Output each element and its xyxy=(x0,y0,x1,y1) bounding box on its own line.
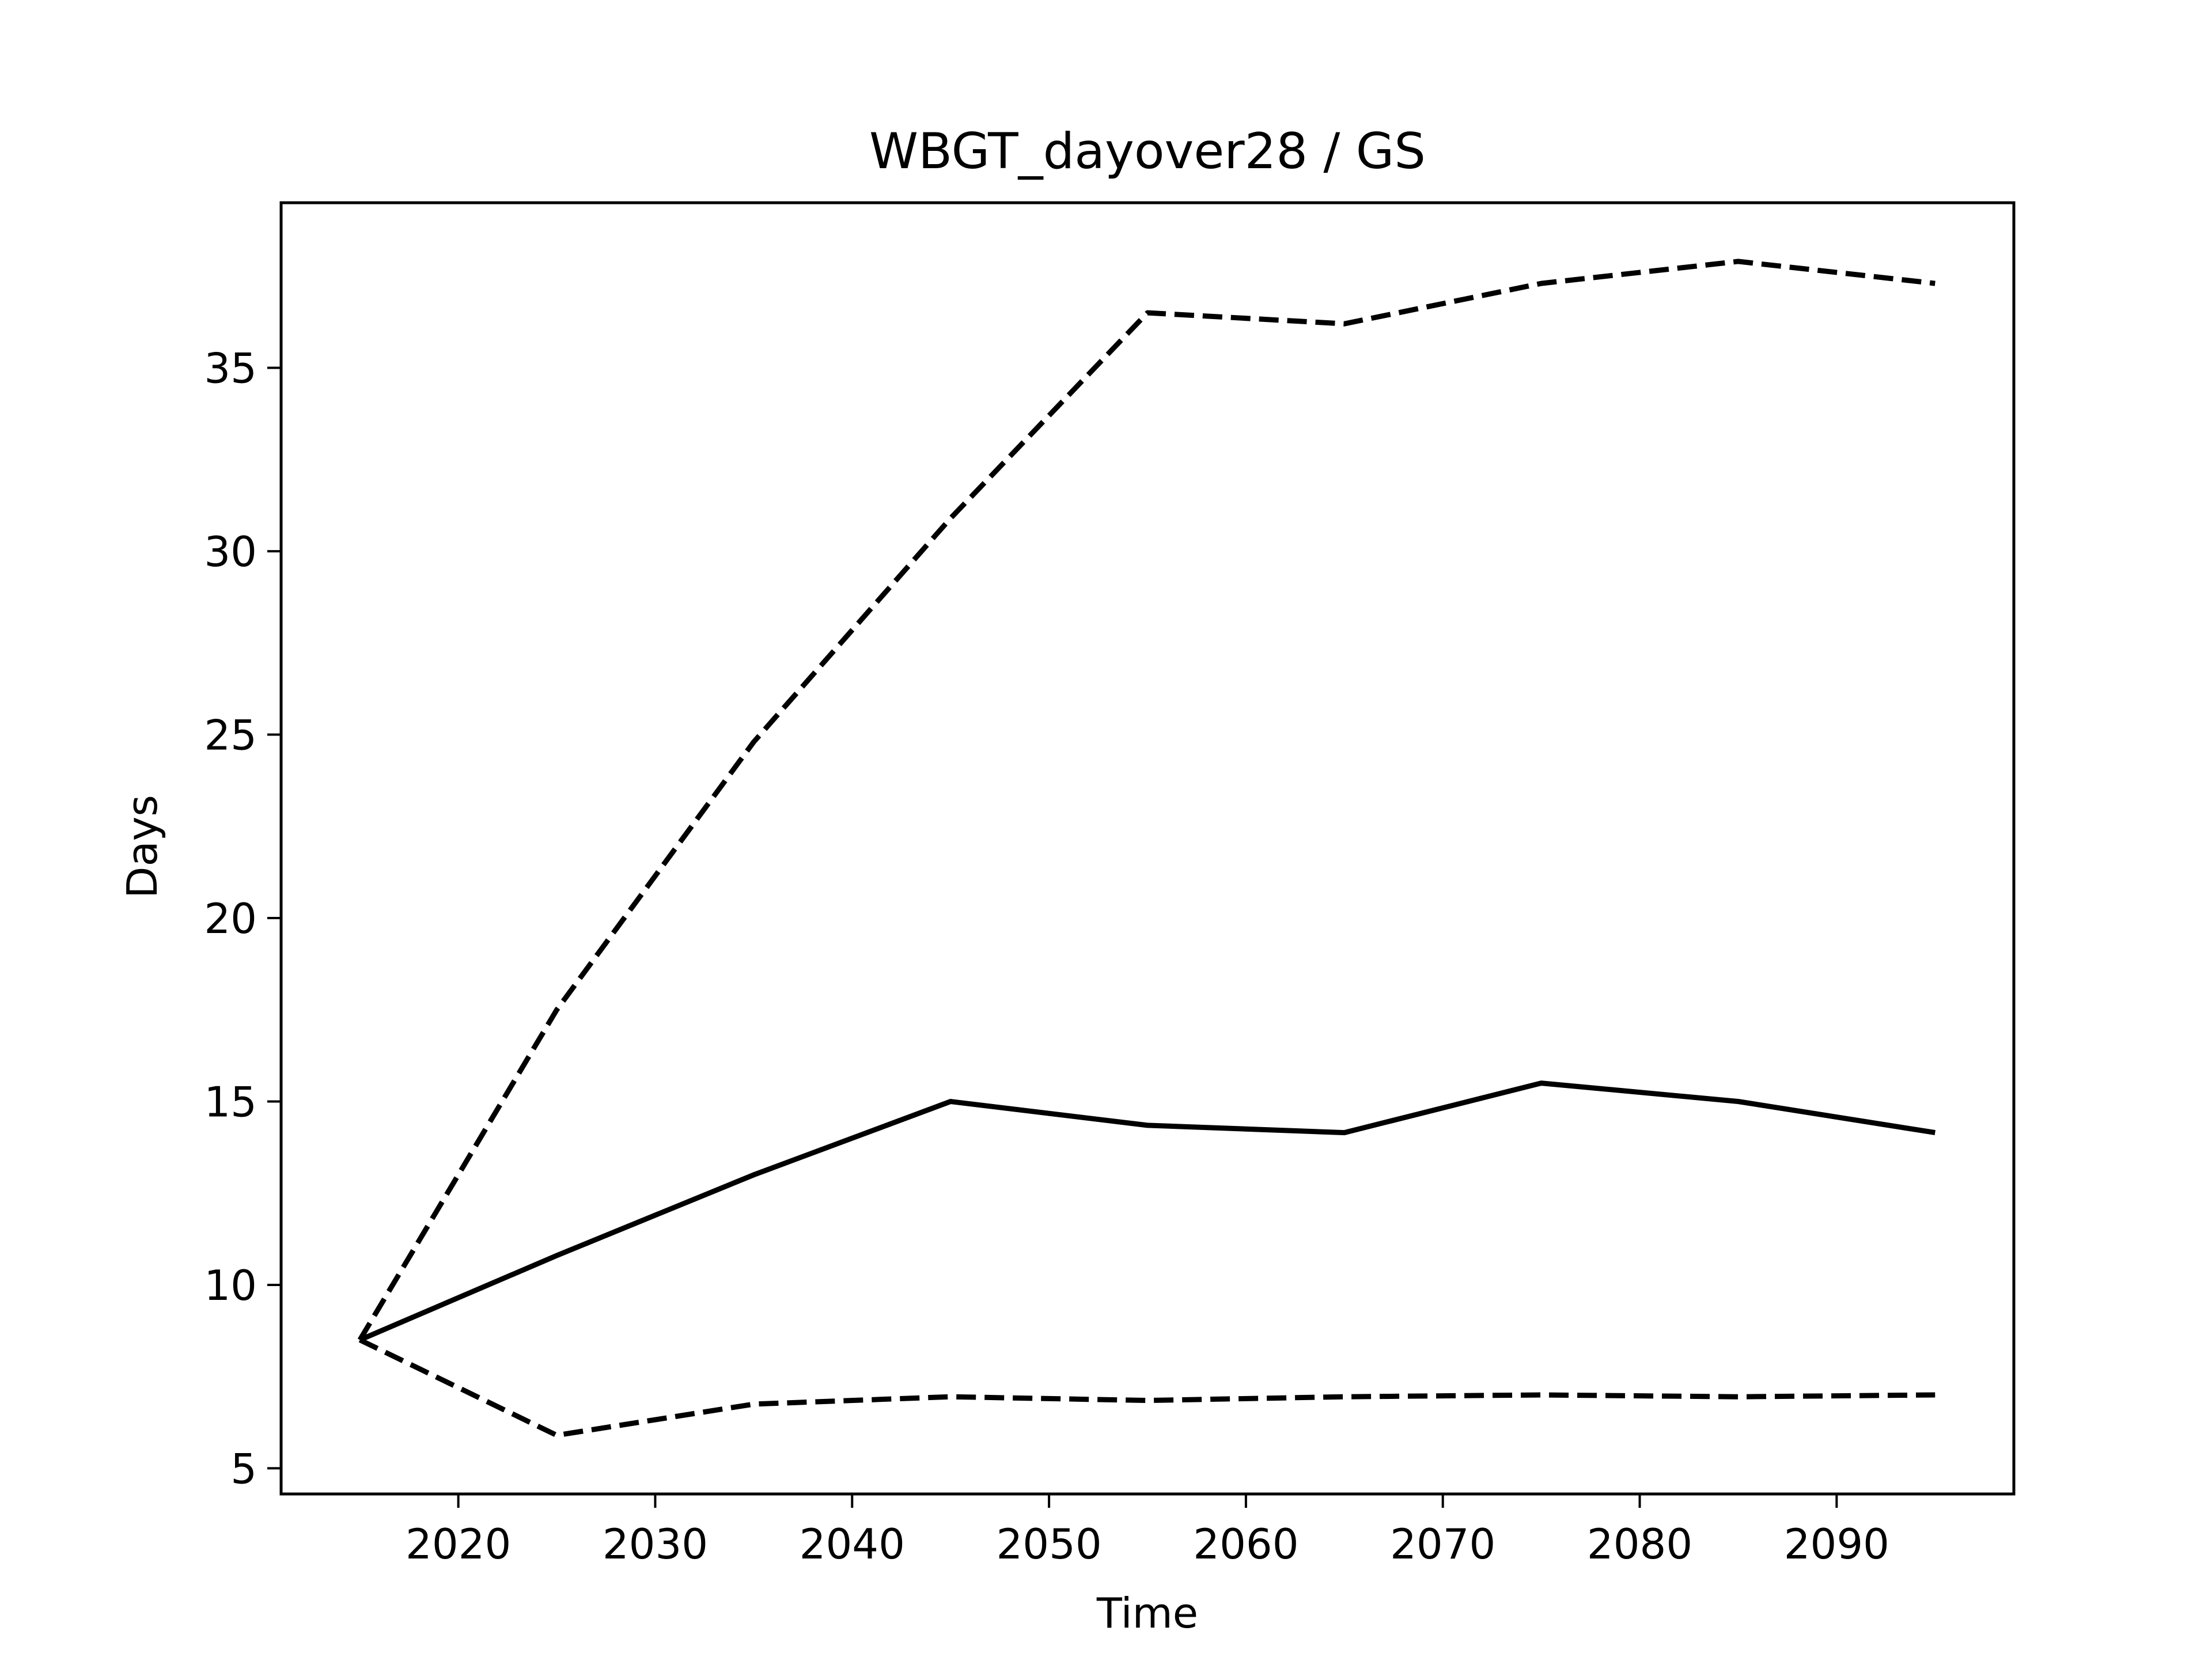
lower-bound-dashed-line xyxy=(358,1337,1936,1438)
plot-area-frame xyxy=(279,201,2016,1496)
x-tick-label: 2070 xyxy=(1390,1520,1495,1568)
y-axis-label: Days xyxy=(118,795,166,898)
axis-ticks: 2020 2030 2040 2050 2060 2070 2080 2090 5 10 15 20 2… xyxy=(204,344,1889,1568)
y-tick-label: 10 xyxy=(204,1261,257,1310)
series-lines xyxy=(357,259,1936,1438)
y-tick-label: 30 xyxy=(204,528,257,576)
x-tick-label: 2090 xyxy=(1784,1520,1889,1568)
y-tick-label: 5 xyxy=(230,1444,257,1493)
x-tick-label: 2080 xyxy=(1587,1520,1692,1568)
y-tick-label: 35 xyxy=(204,344,257,393)
x-tick-label: 2040 xyxy=(800,1520,905,1568)
y-tick-label: 20 xyxy=(204,894,257,943)
x-tick-label: 2060 xyxy=(1193,1520,1298,1568)
chart-title: WBGT_dayover28 / GS xyxy=(869,123,1426,180)
x-tick-label: 2030 xyxy=(603,1520,708,1568)
x-tick-label: 2050 xyxy=(996,1520,1101,1568)
x-tick-label: 2020 xyxy=(406,1520,511,1568)
y-tick-label: 15 xyxy=(204,1078,257,1126)
upper-bound-dashed-line xyxy=(357,259,1936,1341)
median-solid-line xyxy=(358,1080,1936,1343)
y-tick-label: 25 xyxy=(204,711,257,760)
x-axis-label: Time xyxy=(1096,1589,1198,1637)
